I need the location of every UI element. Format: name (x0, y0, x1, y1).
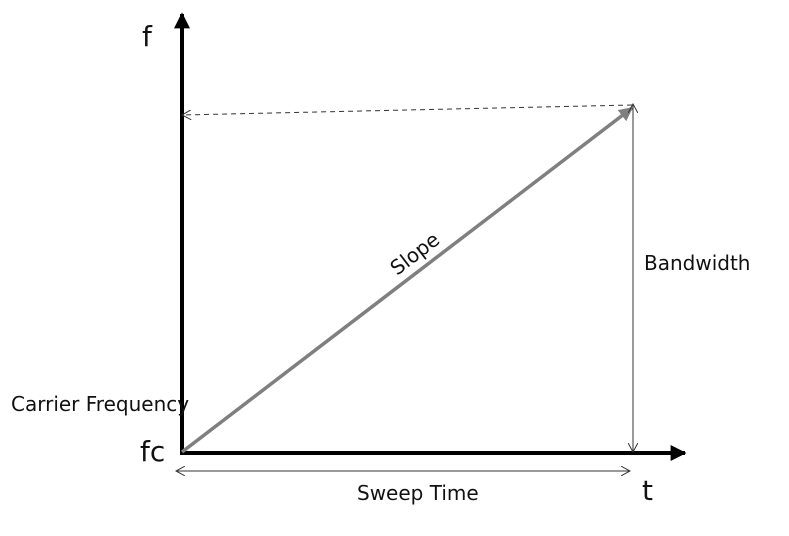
sweep-time-label: Sweep Time (357, 481, 479, 505)
bandwidth-label: Bandwidth (644, 251, 750, 275)
frequency-axis-label: f (142, 20, 153, 53)
chirp-slope-line (180, 106, 634, 454)
time-axis-label: t (642, 474, 653, 507)
carrier-frequency-label: Carrier Frequency (11, 392, 189, 416)
origin-fc-label: fc (140, 435, 165, 468)
max-frequency-dashed-arrow (182, 104, 633, 115)
